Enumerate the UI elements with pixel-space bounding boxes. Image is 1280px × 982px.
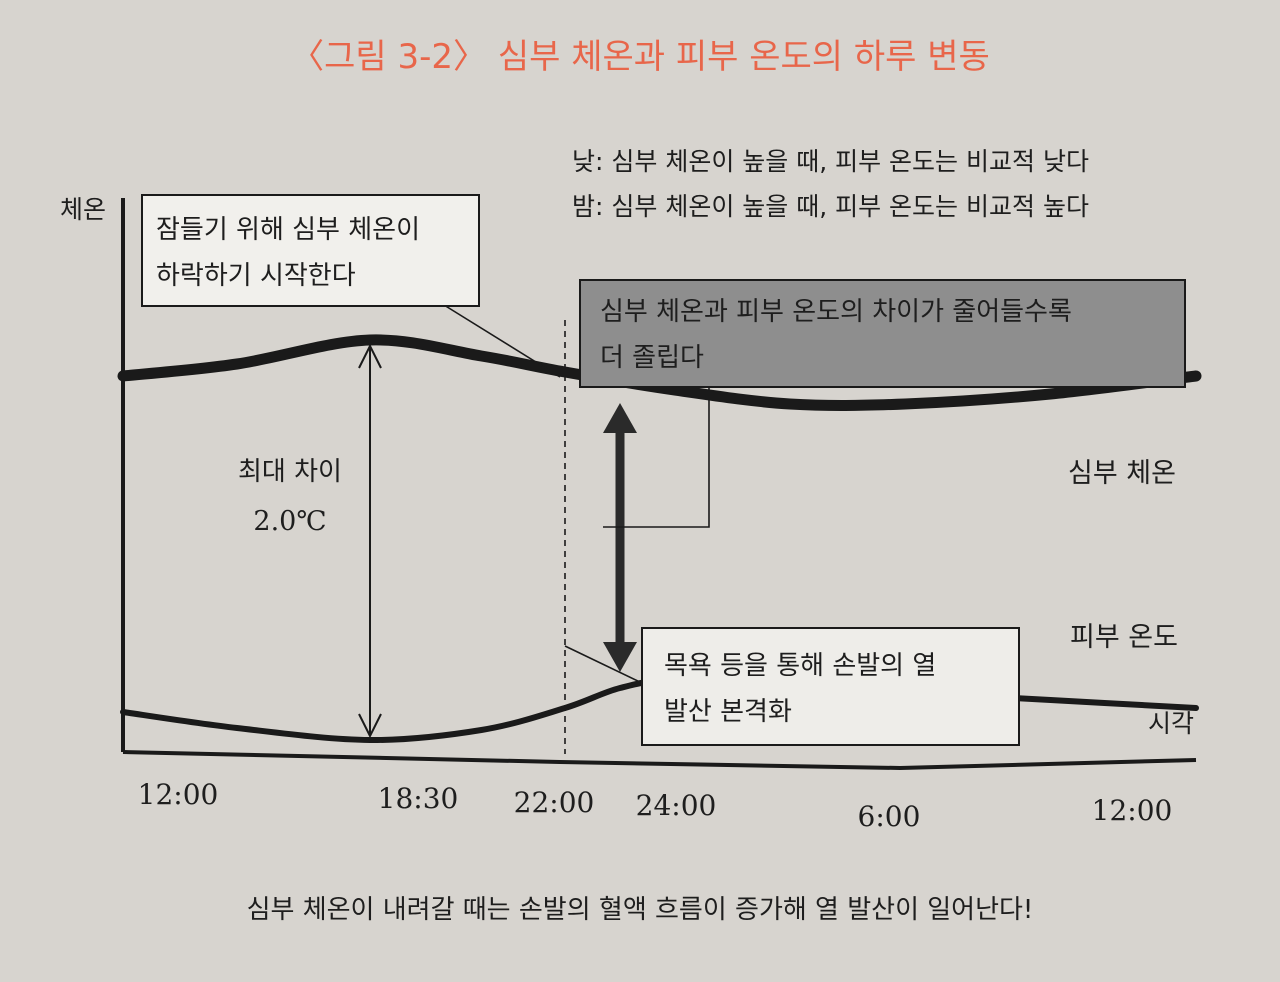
max-gap-arrowhead-bottom (358, 713, 382, 739)
x-tick-label: 12:00 (138, 778, 219, 811)
annotation-gap-box (579, 279, 1186, 388)
gap-arrow (603, 403, 637, 672)
annotation-gap-line1: 심부 체온과 피부 온도의 차이가 줄어들수록 (600, 297, 1072, 327)
annotation-gap-leader (603, 388, 710, 528)
max-gap-arrowhead-top (358, 343, 382, 369)
max-gap-marker (358, 343, 382, 739)
annotation-drop-leader (443, 304, 561, 378)
annotation-drop-box (141, 194, 480, 307)
x-tick-label: 18:30 (378, 782, 459, 815)
series-label-skin: 피부 온도 (1070, 622, 1178, 653)
legend-day: 낮: 심부 체온이 높을 때, 피부 온도는 비교적 낮다 (572, 147, 1089, 176)
y-axis-label: 체온 (60, 195, 106, 224)
annotation-bath-line1: 목욕 등을 통해 손발의 열 (664, 651, 936, 681)
annotation-drop-line1: 잠들기 위해 심부 체온이 (156, 215, 420, 245)
annotation-bath-leader (564, 645, 643, 684)
series-label-core: 심부 체온 (1068, 458, 1176, 489)
annotation-drop-line2: 하락하기 시작한다 (156, 261, 356, 291)
max-gap-label: 최대 차이 (238, 457, 342, 487)
x-tick-label: 6:00 (858, 800, 921, 833)
figure-caption: 심부 체온이 내려갈 때는 손발의 혈액 흐름이 증가해 열 발산이 일어난다! (247, 895, 1034, 925)
annotation-bath: 목욕 등을 통해 손발의 열 발산 본격화 (564, 627, 1020, 746)
gap-arrowhead-top (603, 403, 637, 433)
x-tick-label: 12:00 (1092, 794, 1173, 827)
x-tick-label: 24:00 (636, 789, 717, 822)
x-tick-label: 22:00 (514, 786, 595, 819)
gap-arrowhead-bottom (603, 642, 637, 672)
x-tick-labels: 12:00 18:30 22:00 24:00 6:00 12:00 (138, 778, 1173, 833)
annotation-drop: 잠들기 위해 심부 체온이 하락하기 시작한다 (141, 194, 561, 378)
figure-title: 〈그림 3-2〉 심부 체온과 피부 온도의 하루 변동 (290, 37, 990, 77)
annotation-bath-box (641, 627, 1020, 746)
x-axis (122, 750, 1197, 771)
legend-night: 밤: 심부 체온이 높을 때, 피부 온도는 비교적 높다 (572, 192, 1089, 221)
max-gap-value: 2.0℃ (253, 506, 326, 537)
annotation-gap: 심부 체온과 피부 온도의 차이가 줄어들수록 더 졸립다 (579, 279, 1186, 528)
x-axis-label: 시각 (1148, 709, 1194, 738)
annotation-bath-line2: 발산 본격화 (664, 697, 792, 727)
annotation-gap-line2: 더 졸립다 (600, 343, 704, 373)
